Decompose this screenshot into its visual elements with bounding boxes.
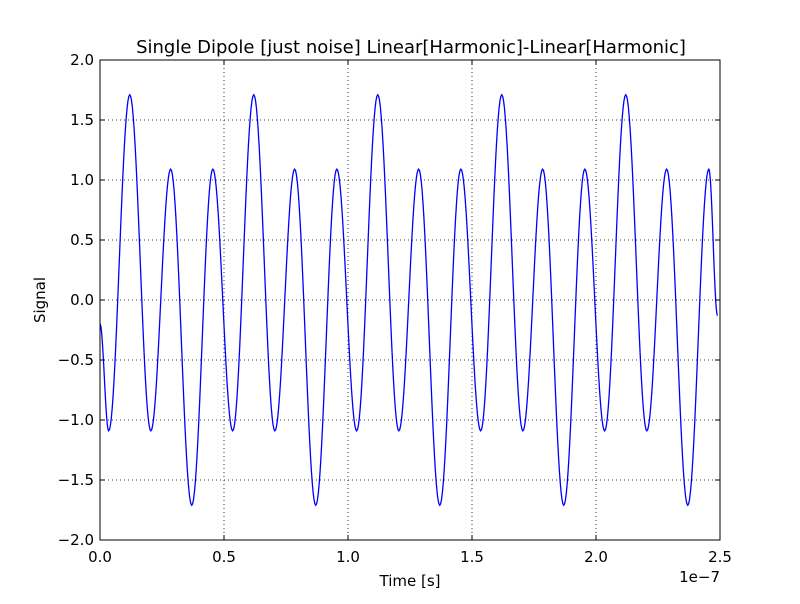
- y-tick-label: 1.5: [70, 111, 94, 129]
- x-axis-label: Time [s]: [379, 572, 441, 590]
- x-tick-label: 1.0: [336, 548, 360, 566]
- x-tick-label: 2.0: [584, 548, 608, 566]
- axis-ticks: [99, 59, 721, 541]
- y-tick-label: −0.5: [58, 351, 94, 369]
- chart-title: Single Dipole [just noise] Linear[Harmon…: [136, 37, 686, 58]
- x-axis-offset-label: 1e−7: [679, 568, 720, 586]
- x-tick-labels: 0.0 0.5 1.0 1.5 2.0 2.5: [88, 548, 732, 566]
- signal-series-line: [99, 93, 719, 507]
- y-tick-label: 2.0: [70, 51, 94, 69]
- series-line-group: [99, 93, 719, 507]
- x-tick-label: 0.0: [88, 548, 112, 566]
- y-axis-label: Signal: [31, 277, 49, 323]
- y-tick-label: −1.5: [58, 471, 94, 489]
- y-tick-label: 1.0: [70, 171, 94, 189]
- y-tick-label: −2.0: [58, 531, 94, 549]
- y-tick-label: 0.0: [70, 291, 94, 309]
- y-tick-label: 0.5: [70, 231, 94, 249]
- y-tick-label: −1.0: [58, 411, 94, 429]
- x-tick-label: 0.5: [212, 548, 236, 566]
- x-tick-label: 1.5: [460, 548, 484, 566]
- y-tick-labels: −2.0 −1.5 −1.0 −0.5 0.0 0.5 1.0 1.5 2.0: [58, 51, 94, 549]
- x-tick-label: 2.5: [708, 548, 732, 566]
- grid-lines: [100, 60, 720, 540]
